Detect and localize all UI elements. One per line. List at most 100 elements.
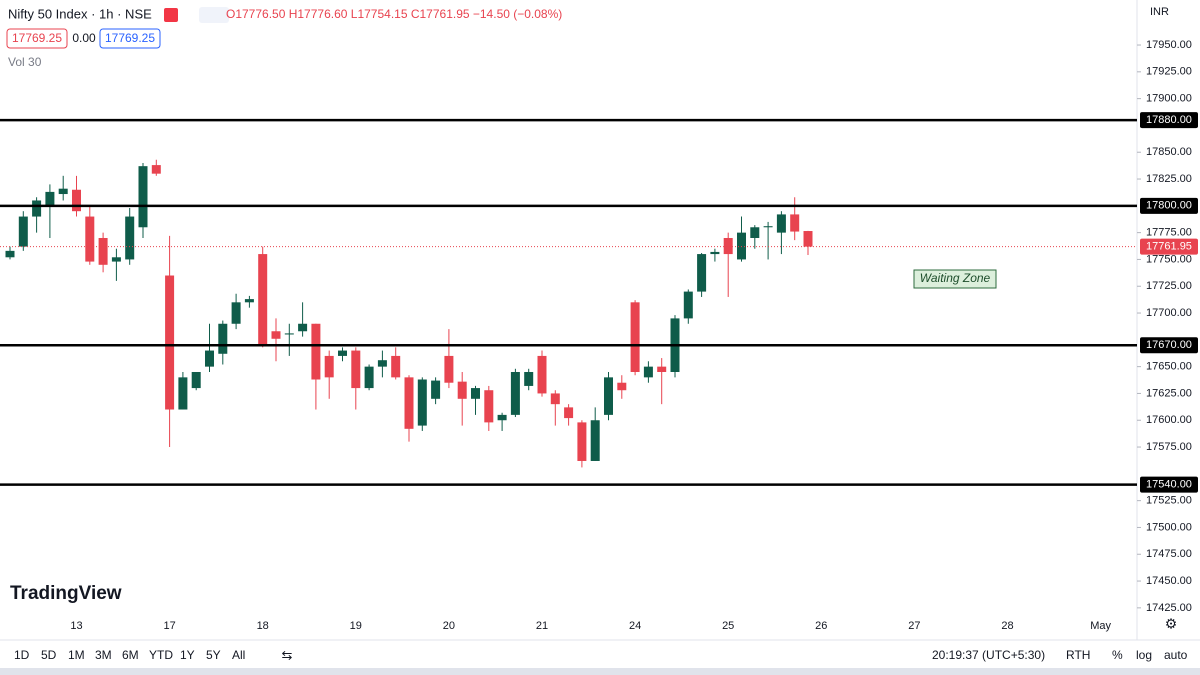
x-tick-label: 20 bbox=[443, 620, 455, 632]
watermark: TradingView bbox=[10, 583, 122, 604]
candle-body bbox=[484, 390, 494, 423]
y-tick-label: 17825.00 bbox=[1146, 173, 1192, 185]
candle-body bbox=[151, 165, 161, 174]
candle-body bbox=[471, 388, 480, 399]
candle-body bbox=[284, 333, 294, 335]
y-tick-label: 17500.00 bbox=[1146, 521, 1192, 533]
candle-body bbox=[111, 257, 121, 262]
candle-body bbox=[643, 366, 653, 378]
candle-body bbox=[431, 380, 441, 399]
hline-label: 17880.00 bbox=[1146, 114, 1192, 126]
candle-body bbox=[218, 323, 228, 354]
range-button[interactable]: 5D bbox=[41, 648, 57, 662]
y-tick-label: 17525.00 bbox=[1146, 495, 1192, 507]
candle-body bbox=[271, 331, 281, 339]
candle-body bbox=[803, 231, 813, 247]
x-tick-label: 25 bbox=[722, 620, 734, 632]
x-tick-label: 13 bbox=[70, 620, 82, 632]
currency[interactable]: INR bbox=[1150, 6, 1169, 18]
range-button[interactable]: YTD bbox=[149, 648, 173, 662]
y-tick-label: 17625.00 bbox=[1146, 387, 1192, 399]
candle-body bbox=[72, 189, 81, 212]
candle-body bbox=[391, 355, 401, 378]
volume-label: Vol 30 bbox=[8, 55, 42, 69]
range-button[interactable]: 1D bbox=[14, 648, 30, 662]
candle-body bbox=[364, 366, 374, 389]
log-toggle[interactable]: log bbox=[1136, 648, 1152, 662]
candle-body bbox=[205, 350, 214, 367]
candle-body bbox=[98, 237, 108, 265]
range-button[interactable]: 6M bbox=[122, 648, 139, 662]
y-tick-label: 17475.00 bbox=[1146, 548, 1192, 560]
candle-body bbox=[165, 275, 175, 410]
candle-body bbox=[604, 377, 613, 415]
candle-body bbox=[351, 350, 361, 389]
last-price-box bbox=[1140, 238, 1198, 255]
candle-body bbox=[178, 377, 188, 410]
candle-body bbox=[763, 226, 773, 228]
annotation-box bbox=[913, 269, 997, 289]
candle-body bbox=[750, 227, 760, 238]
date-range-icon[interactable]: ⇆ bbox=[282, 647, 293, 662]
candle-body bbox=[125, 216, 135, 260]
range-button[interactable]: 5Y bbox=[206, 648, 221, 662]
hline-label: 17540.00 bbox=[1146, 478, 1192, 490]
candle-body bbox=[58, 188, 68, 195]
bid: 17769.25 bbox=[12, 31, 62, 45]
x-tick-label: 26 bbox=[815, 620, 827, 632]
y-tick-label: 17775.00 bbox=[1146, 227, 1192, 239]
x-tick-label: 17 bbox=[163, 620, 175, 632]
candle-body bbox=[590, 420, 600, 461]
y-tick-label: 17850.00 bbox=[1146, 146, 1192, 158]
x-tick-label: 18 bbox=[257, 620, 269, 632]
candle-body bbox=[790, 214, 800, 232]
x-tick-label: 21 bbox=[536, 620, 548, 632]
auto-toggle[interactable]: auto bbox=[1164, 648, 1188, 662]
y-tick-label: 17725.00 bbox=[1146, 280, 1192, 292]
hline-label-box bbox=[1140, 476, 1198, 493]
percent-toggle[interactable]: % bbox=[1112, 648, 1123, 662]
overlay: Nifty 50 Index · 1h · NSE O17776.50 H177… bbox=[6, 6, 1188, 662]
session[interactable]: RTH bbox=[1066, 648, 1090, 662]
candle-body bbox=[191, 371, 201, 389]
y-tick-label: 17650.00 bbox=[1146, 361, 1192, 373]
ohlc: O17776.50 H17776.60 L17754.15 C17761.95 … bbox=[226, 7, 562, 21]
range-button[interactable]: 3M bbox=[95, 648, 112, 662]
x-tick-label: 19 bbox=[350, 620, 362, 632]
spread: 0.00 bbox=[72, 31, 96, 45]
hline-label: 17670.00 bbox=[1146, 339, 1192, 351]
ask-box[interactable] bbox=[99, 28, 161, 49]
range-button[interactable]: All bbox=[232, 648, 245, 662]
bottom-strip bbox=[0, 668, 1200, 675]
candle-body bbox=[524, 371, 534, 386]
candle-body bbox=[244, 299, 254, 303]
candle-body bbox=[18, 216, 28, 247]
candle-body bbox=[85, 216, 95, 262]
candle-body bbox=[617, 382, 627, 391]
y-tick-label: 17900.00 bbox=[1146, 93, 1192, 105]
compare-icon bbox=[199, 7, 229, 23]
hline-label: 17800.00 bbox=[1146, 200, 1192, 212]
range-button[interactable]: 1M bbox=[68, 648, 85, 662]
settings-icon[interactable]: ⚙ bbox=[1165, 616, 1178, 632]
candle-body bbox=[776, 214, 786, 233]
range-button[interactable]: 1Y bbox=[180, 648, 195, 662]
y-tick-label: 17600.00 bbox=[1146, 414, 1192, 426]
candle-body bbox=[231, 302, 241, 324]
x-tick-label: 24 bbox=[629, 620, 641, 632]
candle-body bbox=[457, 381, 467, 399]
y-tick-label: 17575.00 bbox=[1146, 441, 1192, 453]
y-tick-label: 17950.00 bbox=[1146, 39, 1192, 51]
y-tick-label: 17925.00 bbox=[1146, 66, 1192, 78]
candle-body bbox=[697, 254, 707, 292]
flag-icon bbox=[164, 8, 178, 22]
y-tick-label: 17450.00 bbox=[1146, 575, 1192, 587]
bid-box[interactable] bbox=[6, 28, 68, 49]
candle-body bbox=[338, 350, 347, 356]
annotation: Waiting Zone bbox=[920, 271, 991, 285]
candle-body bbox=[5, 250, 15, 258]
candle-body bbox=[404, 377, 414, 429]
candle-body bbox=[737, 232, 746, 260]
